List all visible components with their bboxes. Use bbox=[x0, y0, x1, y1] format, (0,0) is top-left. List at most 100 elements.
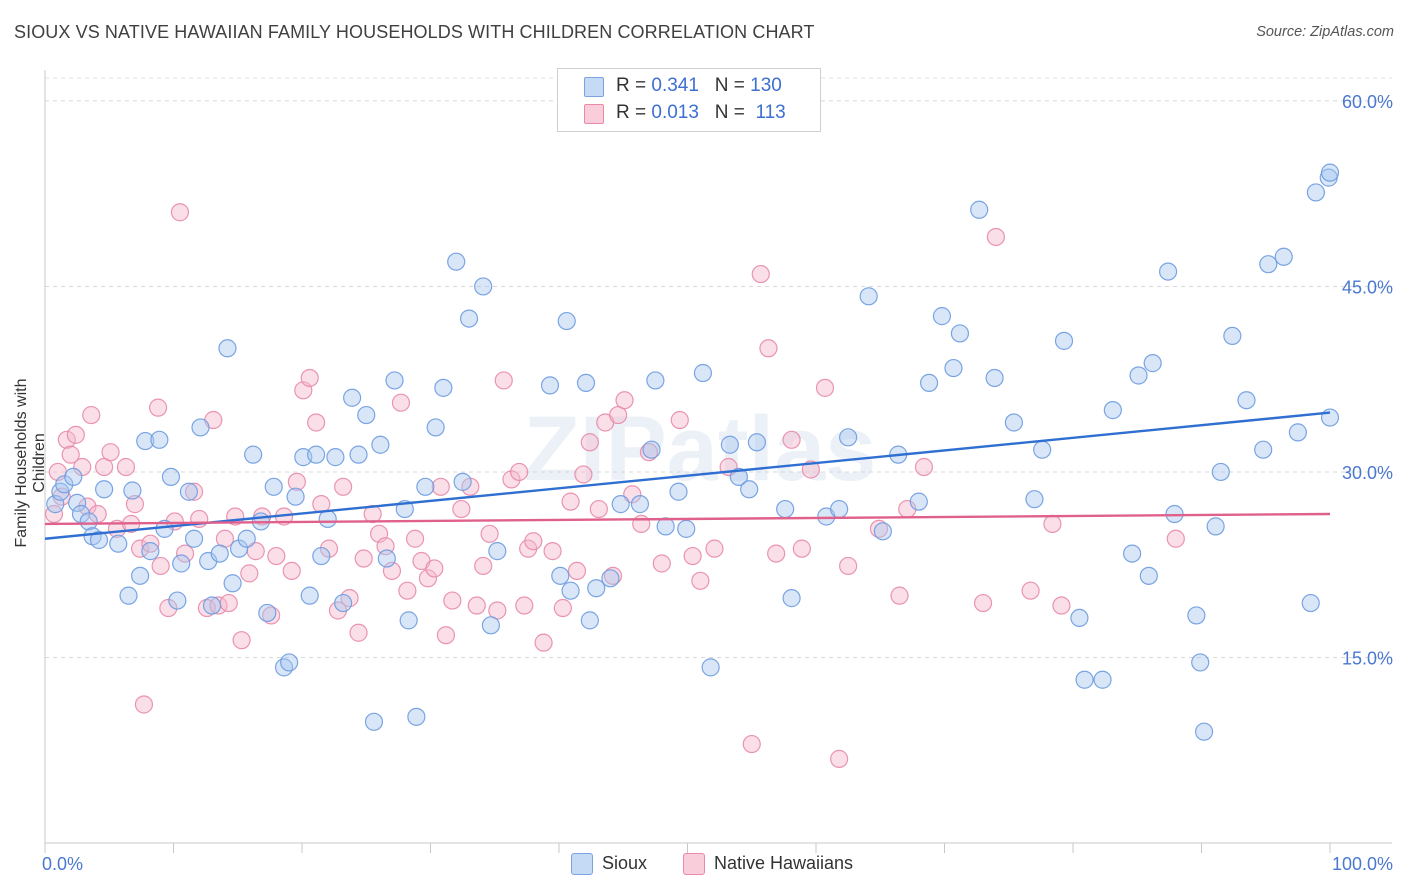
native-hawaiian-point bbox=[425, 559, 444, 578]
native-hawaiian-point bbox=[567, 561, 587, 581]
sioux-point bbox=[985, 368, 1004, 388]
sioux-point bbox=[1129, 366, 1148, 385]
sioux-point bbox=[677, 519, 696, 538]
native-hawaiian-point bbox=[801, 460, 820, 479]
sioux-point bbox=[1075, 670, 1094, 689]
sioux-point bbox=[364, 712, 384, 731]
native-hawaiian-point bbox=[534, 633, 553, 652]
native-hawaiian-point bbox=[73, 457, 92, 477]
sioux-point bbox=[481, 616, 500, 635]
native-hawaiian-point bbox=[603, 566, 623, 585]
native-hawaiian-point bbox=[66, 425, 85, 444]
sioux-point bbox=[130, 566, 150, 585]
native-hawaiian-point bbox=[515, 596, 534, 615]
native-hawaiian-point bbox=[141, 534, 160, 553]
native-hawaiian-point bbox=[973, 593, 993, 613]
legend-r-value: 0.341 bbox=[651, 75, 699, 96]
series-native-hawaiians bbox=[44, 203, 1185, 768]
native-hawaiian-point bbox=[78, 497, 97, 516]
y-tick-label: 15.0% bbox=[1342, 648, 1393, 668]
native-hawaiian-point bbox=[792, 539, 811, 558]
native-hawaiian-point bbox=[615, 391, 634, 410]
native-hawaiian-point bbox=[349, 623, 368, 642]
sioux-point bbox=[1070, 608, 1089, 628]
native-hawaiian-point bbox=[683, 546, 702, 566]
native-hawaiian-point bbox=[452, 499, 471, 519]
sioux-point bbox=[184, 529, 204, 548]
sioux-point bbox=[264, 477, 283, 496]
sioux-point bbox=[123, 481, 142, 500]
native-hawaiian-point bbox=[307, 413, 326, 432]
sioux-point bbox=[459, 309, 479, 328]
watermark: ZIPatlas bbox=[524, 398, 877, 500]
sioux-point bbox=[1301, 593, 1320, 613]
sioux-point bbox=[229, 539, 249, 558]
sioux-point bbox=[1093, 670, 1112, 689]
sioux-point bbox=[280, 653, 299, 672]
sioux-point bbox=[1143, 354, 1162, 373]
native-hawaiian-point bbox=[839, 556, 858, 576]
sioux-point bbox=[399, 611, 418, 630]
sioux-point bbox=[646, 371, 665, 390]
native-hawaiian-point bbox=[524, 532, 543, 551]
sioux-point bbox=[168, 591, 187, 610]
sioux-point bbox=[357, 405, 376, 425]
sioux-point bbox=[223, 574, 242, 593]
sioux-point bbox=[1274, 247, 1293, 266]
sioux-point bbox=[932, 307, 952, 326]
sioux-point bbox=[859, 287, 878, 306]
sioux-point bbox=[385, 371, 404, 390]
sioux-point bbox=[642, 440, 661, 459]
native-hawaiian-point bbox=[418, 569, 438, 588]
native-hawaiian-point bbox=[319, 539, 339, 558]
native-hawaiian-point bbox=[232, 631, 251, 650]
native-hawaiian-point bbox=[561, 492, 580, 511]
sioux-point bbox=[343, 388, 362, 407]
series-sioux bbox=[46, 163, 1340, 741]
sioux-point bbox=[740, 480, 759, 499]
legend-n-value: 130 bbox=[750, 75, 782, 96]
legend-n-label: N = bbox=[714, 102, 745, 123]
sioux-point bbox=[109, 534, 128, 553]
bottom-legend-swatch-sioux bbox=[571, 853, 593, 875]
native-hawaiian-point bbox=[61, 445, 80, 464]
native-hawaiian-point bbox=[398, 581, 417, 600]
native-hawaiian-point bbox=[125, 495, 145, 514]
sioux-point bbox=[172, 554, 191, 573]
native-hawaiian-point bbox=[287, 472, 306, 491]
sioux-point bbox=[701, 658, 720, 677]
legend-r-label: R = bbox=[616, 75, 647, 96]
sioux-point bbox=[202, 596, 222, 615]
sioux-point bbox=[210, 544, 229, 563]
sioux-point bbox=[312, 546, 331, 566]
native-hawaiian-point bbox=[300, 368, 319, 388]
sioux-point bbox=[95, 480, 114, 499]
sioux-point bbox=[426, 418, 445, 437]
sioux-point bbox=[830, 499, 849, 519]
sioux-point bbox=[576, 373, 596, 393]
sioux-point bbox=[136, 431, 155, 451]
sioux-point bbox=[307, 445, 326, 464]
sioux-point bbox=[1123, 544, 1142, 563]
sioux-point bbox=[244, 445, 263, 464]
sioux-point bbox=[1259, 255, 1278, 274]
native-hawaiian-point bbox=[914, 457, 934, 477]
native-hawaiian-point bbox=[184, 482, 204, 501]
bottom-legend-label-sioux: Sioux bbox=[602, 853, 648, 873]
sioux-point bbox=[274, 658, 294, 677]
sioux-point bbox=[1103, 401, 1122, 420]
sioux-point bbox=[453, 472, 472, 491]
native-hawaiian-point bbox=[405, 529, 425, 548]
sioux-point bbox=[587, 579, 606, 598]
native-hawaiian-point bbox=[354, 549, 373, 568]
native-hawaiian-point bbox=[751, 264, 770, 284]
sioux-point bbox=[119, 586, 138, 605]
y-axis-label: Family Households with Children bbox=[13, 378, 48, 548]
bottom-legend-swatch-native-hawaiians bbox=[683, 853, 705, 875]
sioux-point bbox=[474, 277, 493, 296]
native-hawaiian-point bbox=[652, 554, 671, 573]
native-hawaiian-point bbox=[467, 596, 486, 615]
native-hawaiian-point bbox=[705, 539, 724, 558]
native-hawaiian-point bbox=[543, 542, 562, 561]
chart-title: SIOUX VS NATIVE HAWAIIAN FAMILY HOUSEHOL… bbox=[14, 22, 815, 42]
